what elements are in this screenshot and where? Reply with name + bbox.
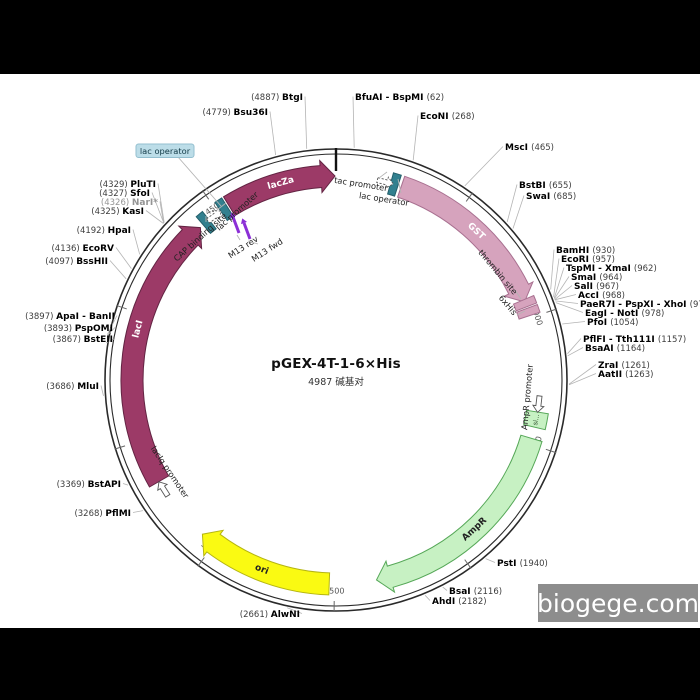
site-label-tspmi-xmai: TspMI - XmaI (962) xyxy=(566,264,657,274)
site-label-sfoi: (4327) SfoI xyxy=(99,189,150,199)
plasmid-backbone-ring xyxy=(104,148,568,612)
site-label-acci: AccI (968) xyxy=(578,291,625,301)
feature-sixhis xyxy=(516,303,541,320)
site-label-swai: SwaI (685) xyxy=(526,192,576,202)
site-label-bstbi: BstBI (655) xyxy=(519,181,572,191)
site-label-kasi: (4325) KasI xyxy=(91,207,144,217)
m13-rev-arrow-icon xyxy=(230,212,241,234)
promoter-icons xyxy=(157,176,545,498)
site-label-ecorv: (4136) EcoRV xyxy=(51,244,114,254)
site-label-bsteii: (3867) BstEII xyxy=(53,335,113,345)
feature-label-laci: lacI xyxy=(131,319,145,339)
laciq-promoter-icon xyxy=(157,481,171,498)
site-label-zrai: ZraI (1261) xyxy=(598,361,650,371)
site-label-bfuai-bspmi: BfuAI - BspMI (62) xyxy=(355,93,444,103)
feature-label-ori: ori xyxy=(253,563,269,577)
bottom-letterbox-bar xyxy=(0,628,700,700)
site-label-pfoi: PfoI (1054) xyxy=(587,318,638,328)
site-label-msci: MscI (465) xyxy=(505,143,554,153)
site-label-bsshii: (4097) BssHII xyxy=(45,257,108,267)
site-label-aatii: AatII (1263) xyxy=(598,370,653,380)
tick-label-2500: 2500 xyxy=(324,586,344,595)
site-label-sali: SalI (967) xyxy=(574,282,619,292)
site-label-smai: SmaI (964) xyxy=(571,273,622,283)
site-label-bsaai: BsaAI (1164) xyxy=(585,344,645,354)
top-letterbox-bar xyxy=(0,0,700,74)
site-label-alwni: (2661) AlwNI xyxy=(240,610,300,620)
site-label-apai-banii: (3897) ApaI - BanII xyxy=(25,312,115,322)
ampr-promoter-icon xyxy=(531,395,545,414)
site-label-pspomi: (3893) PspOMI xyxy=(44,324,113,334)
feature-ampr-signal: si... xyxy=(523,409,549,431)
site-label-econi: EcoNI (268) xyxy=(420,112,475,122)
tac-promoter-icon xyxy=(376,176,395,189)
site-label-nari: (4326) NarI* xyxy=(101,198,158,208)
site-label-hpai: (4192) HpaI xyxy=(77,226,131,236)
m13-fwd-arrow-icon xyxy=(241,218,252,240)
feature-ori: ori xyxy=(201,529,331,596)
site-label-eagi-noti: EagI - NotI (978) xyxy=(585,309,664,319)
site-label-bsai: BsaI (2116) xyxy=(449,587,502,597)
site-label-ahdi: AhdI (2182) xyxy=(432,597,487,607)
feature-gst: GST xyxy=(396,175,534,303)
site-label-pflfi-tth111i: PflFI - Tth111I (1157) xyxy=(583,335,686,345)
site-label-bsu36i: (4779) Bsu36I xyxy=(203,108,268,118)
site-label-mlui: (3686) MluI xyxy=(46,382,99,392)
site-label-bamhi: BamHI (930) xyxy=(556,246,615,256)
m13-primer-arrows xyxy=(230,212,252,240)
site-label-btgi: (4887) BtgI xyxy=(251,93,303,103)
site-leader-lines xyxy=(100,96,597,614)
site-labels: BfuAI - BspMI (62) EcoNI (268) MscI (465) B… xyxy=(25,93,700,620)
lac-promoter-icon xyxy=(205,210,222,224)
site-label-pluti: (4329) PluTI xyxy=(99,180,156,190)
site-label-paer7i-pspxi-xhoi: PaeR7I - PspXI - XhoI (972) xyxy=(580,300,700,310)
lac-operator-chip-label: lac operator xyxy=(140,146,191,156)
site-label-pflmi: (3268) PflMI xyxy=(74,509,131,519)
site-label-bstapi: (3369) BstAPI xyxy=(57,480,121,490)
watermark-badge: biogege.com xyxy=(537,584,699,622)
feature-laci: lacI xyxy=(120,225,203,488)
feature-label-ampr-signal: si... xyxy=(531,413,541,426)
lac-operator-highlight-chip: lac operator xyxy=(135,143,222,207)
site-label-ecori: EcoRI (957) xyxy=(561,255,615,265)
feature-lac-operator-top-box xyxy=(386,172,402,197)
feature-laczalpha: lacZa xyxy=(222,159,336,217)
feature-thrombin-site xyxy=(512,294,538,312)
feature-cap-binding-site-box xyxy=(195,210,217,235)
site-label-psti: PstI (1940) xyxy=(497,559,548,569)
